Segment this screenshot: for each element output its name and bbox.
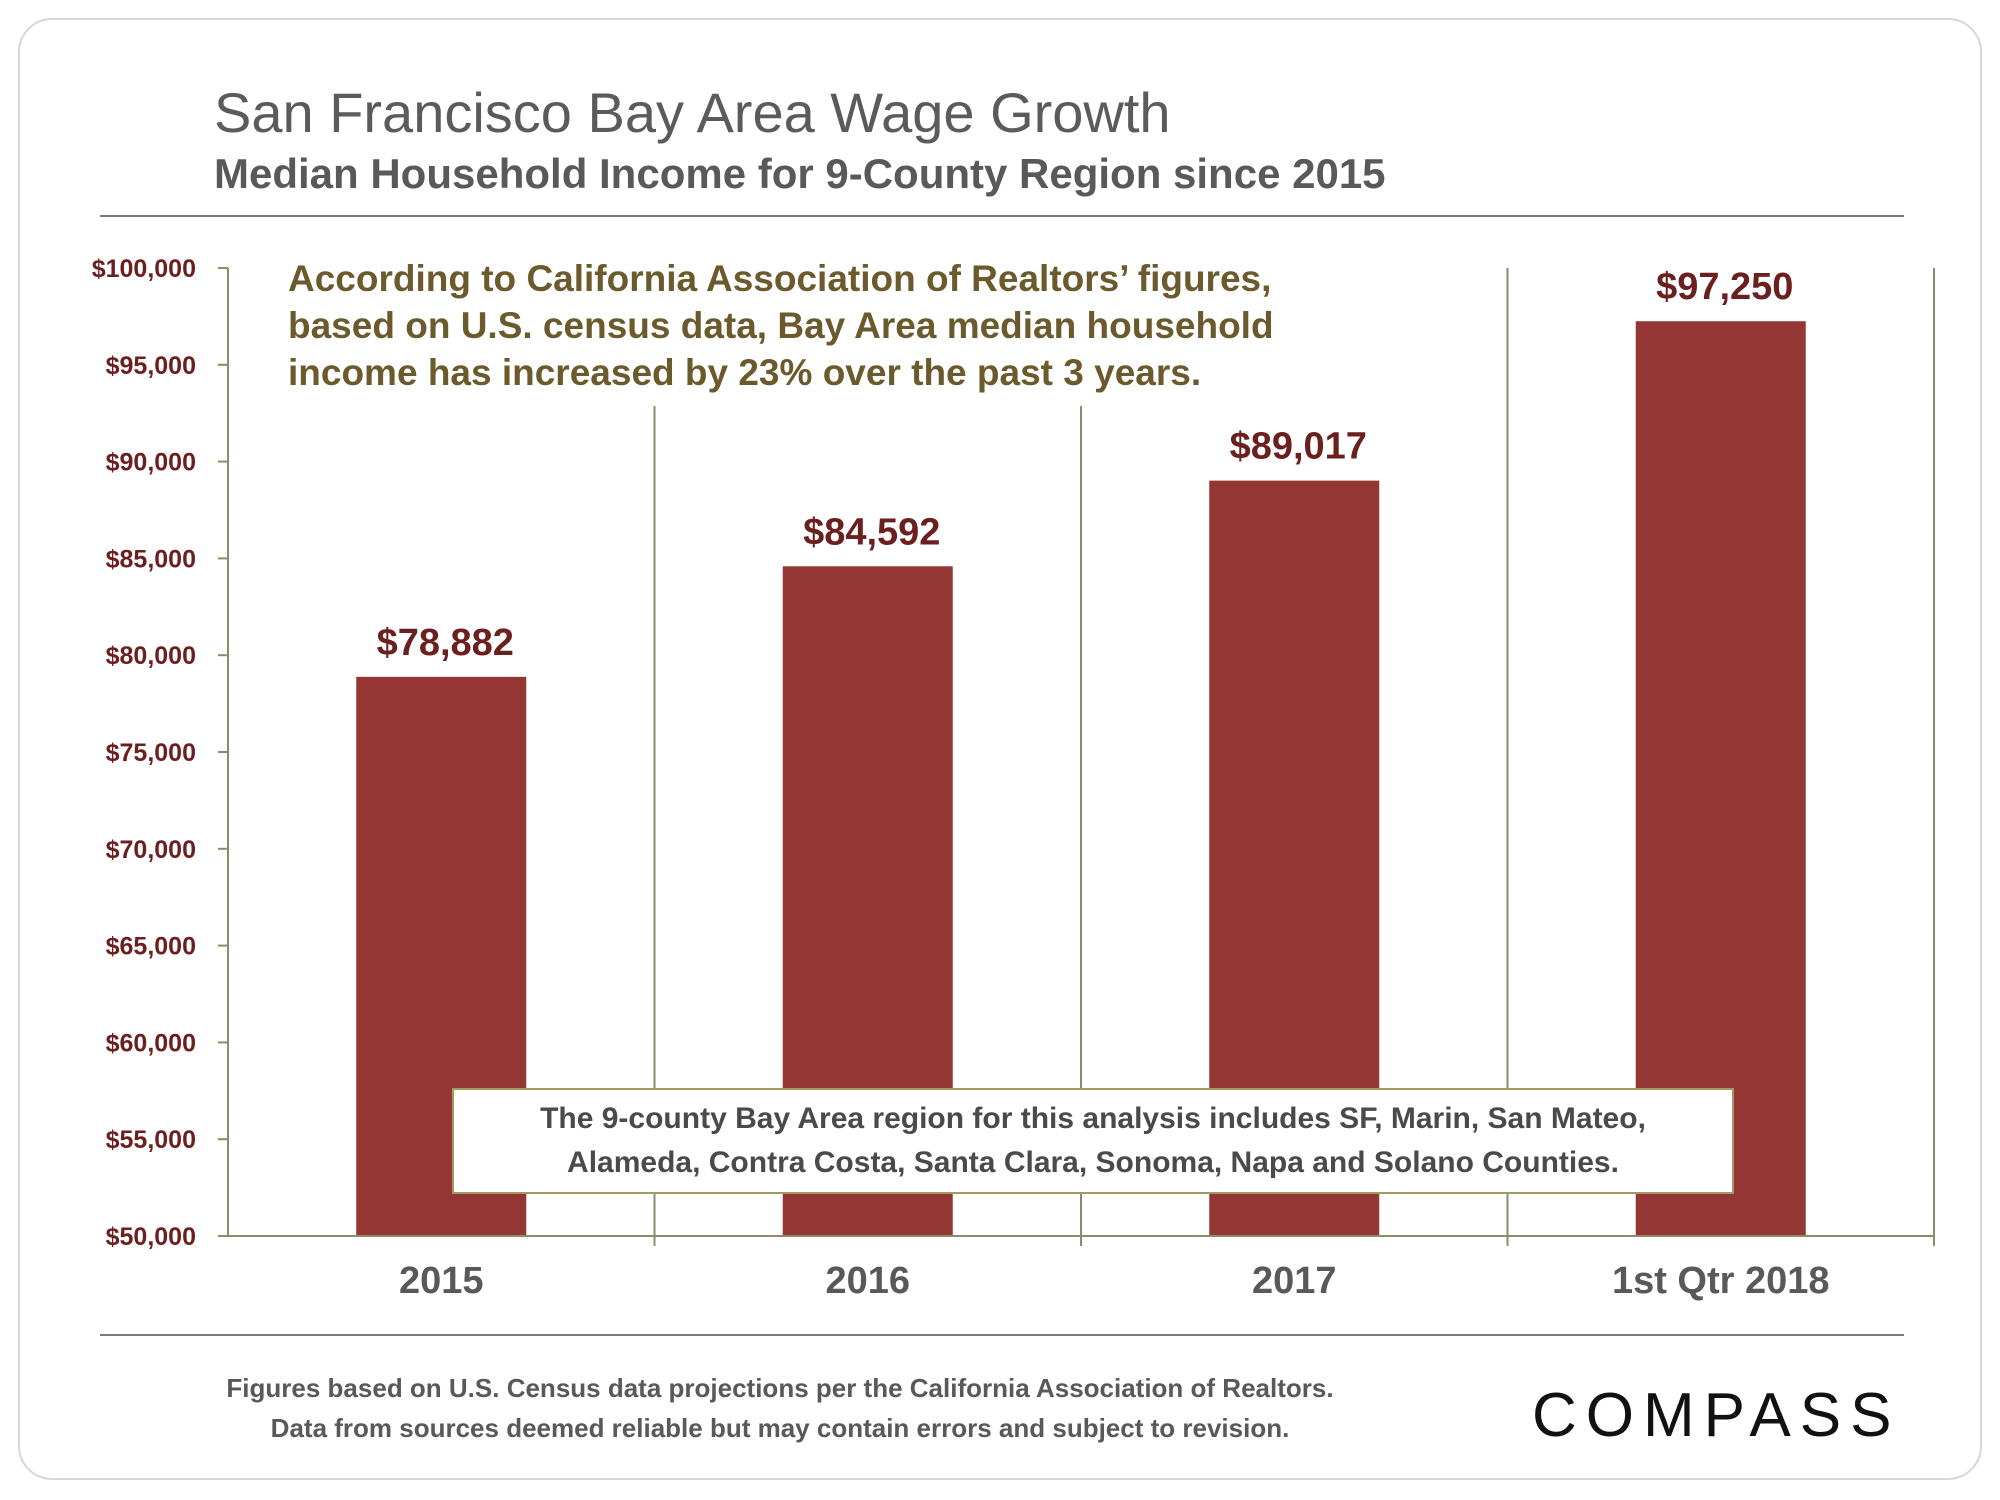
bar (1635, 321, 1806, 1236)
source-footnote: Figures based on U.S. Census data projec… (140, 1368, 1420, 1448)
region-note-box: The 9-county Bay Area region for this an… (452, 1088, 1734, 1194)
x-tick-label: 2016 (825, 1260, 910, 1302)
annotation-line: income has increased by 23% over the pas… (288, 352, 1202, 393)
bar-value-label: $84,592 (803, 511, 940, 553)
income-growth-annotation: According to California Association of R… (288, 255, 1408, 396)
y-tick-label: $65,000 (106, 933, 196, 961)
y-tick-label: $90,000 (106, 449, 196, 477)
footnote-line: Data from sources deemed reliable but ma… (270, 1413, 1290, 1443)
bar-value-label: $78,882 (377, 622, 514, 664)
x-tick-label: 2017 (1252, 1260, 1337, 1302)
compass-logo: COMPASS (1532, 1381, 1901, 1450)
region-note-line: Alameda, Contra Costa, Santa Clara, Sono… (567, 1146, 1619, 1179)
chart-title: San Francisco Bay Area Wage Growth (214, 81, 1171, 144)
y-tick-label: $70,000 (106, 836, 196, 864)
footer-divider (100, 1334, 1904, 1336)
x-tick-label: 2015 (399, 1260, 484, 1302)
bar-value-label: $89,017 (1230, 426, 1367, 468)
y-tick-label: $50,000 (106, 1223, 196, 1251)
y-tick-label: $95,000 (106, 352, 196, 380)
x-axis: 2015 2016 2017 1st Qtr 2018 (228, 1235, 1934, 1302)
y-tick-label: $80,000 (106, 642, 196, 670)
y-tick-label: $100,000 (92, 255, 196, 283)
annotation-line: based on U.S. census data, Bay Area medi… (288, 305, 1274, 346)
y-tick-label: $85,000 (106, 545, 196, 573)
footnote-line: Figures based on U.S. Census data projec… (226, 1373, 1334, 1403)
y-tick-label: $55,000 (106, 1126, 196, 1154)
y-tick-label: $60,000 (106, 1029, 196, 1057)
x-tick-label: 1st Qtr 2018 (1612, 1260, 1830, 1302)
y-axis: $50,000 $55,000 $60,000 $65,000 $70,000 $75,0… (92, 255, 229, 1251)
y-tick-label: $75,000 (106, 739, 196, 767)
region-note-line: The 9-county Bay Area region for this an… (540, 1102, 1646, 1135)
bar-value-label: $97,250 (1656, 266, 1793, 308)
annotation-line: According to California Association of R… (288, 258, 1272, 299)
header-divider (100, 215, 1904, 217)
chart-subtitle: Median Household Income for 9-County Reg… (214, 150, 1386, 197)
